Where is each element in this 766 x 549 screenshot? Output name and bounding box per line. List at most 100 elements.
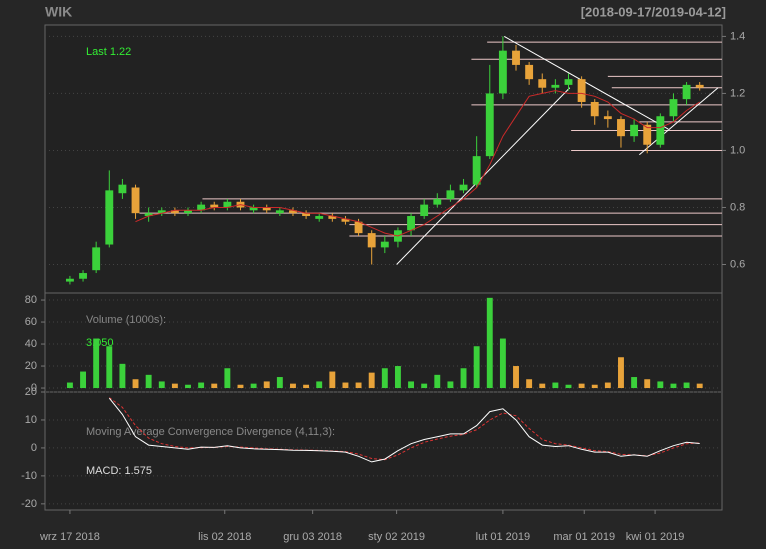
candle-body: [354, 221, 363, 234]
candle-body: [590, 101, 599, 117]
volume-bar: [434, 374, 441, 389]
chart-title: WIK: [45, 4, 72, 20]
candle-body: [643, 124, 652, 145]
volume-bar: [565, 384, 572, 389]
x-tick-label: sty 02 2019: [368, 531, 425, 543]
x-tick-label: lis 02 2018: [198, 531, 251, 543]
candle-body: [184, 210, 192, 214]
candle-body: [170, 210, 179, 214]
candle-body: [498, 50, 507, 94]
x-tick-label: mar 01 2019: [553, 531, 615, 543]
candle-body: [695, 84, 704, 88]
volume-bar: [408, 381, 415, 389]
x-tick-label: lut 01 2019: [476, 531, 530, 543]
y-tick-label: 0: [31, 382, 37, 394]
candle-body: [551, 84, 560, 88]
volume-bar: [394, 366, 401, 389]
volume-bar: [224, 368, 231, 389]
volume-bar: [237, 384, 244, 389]
candle-body: [656, 116, 665, 145]
volume-bar: [80, 371, 87, 389]
macd-line: [108, 397, 700, 463]
x-tick-label: kwi 01 2019: [626, 531, 685, 543]
volume-bar: [316, 381, 323, 389]
volume-bar: [447, 381, 454, 389]
volume-bar: [276, 377, 283, 389]
sma-line: [135, 90, 700, 237]
candle-body: [459, 184, 468, 191]
candle-body: [210, 204, 219, 208]
volume-bar: [171, 383, 178, 389]
volume-bar: [631, 377, 638, 389]
candle-body: [262, 207, 271, 211]
y-tick-label: 0: [31, 442, 37, 454]
candle-body: [275, 210, 284, 214]
volume-bar: [618, 357, 624, 389]
candle-body: [315, 216, 324, 219]
volume-bar: [670, 383, 677, 389]
candle-body: [472, 156, 481, 185]
volume-bar: [604, 382, 611, 389]
candle-body: [407, 216, 415, 231]
candle-body: [682, 84, 691, 100]
candle-body: [131, 187, 140, 214]
volume-bar: [198, 382, 205, 389]
y-tick-label: 1.0: [730, 144, 745, 156]
candle-body: [341, 218, 350, 222]
candle-body: [197, 204, 206, 211]
candle-body: [302, 213, 311, 217]
volume-bar: [696, 383, 703, 389]
volume-bar: [499, 338, 506, 389]
candle-body: [603, 116, 612, 120]
volume-bar: [473, 346, 480, 389]
volume-bar: [185, 384, 191, 389]
volume-bar: [66, 382, 73, 389]
candle-body: [630, 124, 639, 137]
volume-bar: [657, 381, 664, 389]
candle-body: [420, 204, 429, 217]
candle-body: [577, 79, 586, 102]
volume-bar: [119, 363, 126, 389]
volume-bar: [158, 381, 165, 389]
volume-bar: [421, 383, 428, 389]
candle-body: [92, 247, 101, 271]
y-tick-label: 40: [25, 338, 37, 350]
volume-bar: [93, 338, 100, 389]
volume-last: 3,050: [86, 337, 114, 349]
candle-body: [105, 190, 114, 245]
candle-body: [367, 233, 376, 248]
candle-body: [485, 93, 494, 157]
y-tick-label: 0.6: [730, 258, 745, 270]
volume-bar: [591, 384, 598, 389]
y-tick-label: -20: [21, 498, 37, 510]
candle-body: [380, 241, 389, 248]
volume-bar: [381, 368, 388, 389]
volume-bar: [290, 383, 296, 389]
candle-body: [118, 184, 127, 194]
x-tick-label: wrz 17 2018: [39, 531, 100, 543]
volume-bar: [263, 381, 270, 389]
candle-body: [223, 201, 232, 208]
volume-bar: [250, 383, 257, 389]
volume-bar: [578, 383, 585, 389]
volume-bar: [539, 383, 546, 389]
plot-area: [44, 24, 723, 511]
volume-bar: [683, 382, 690, 389]
volume-bar: [513, 366, 519, 389]
volume-bar: [526, 379, 533, 389]
last-price: Last 1.22: [86, 46, 131, 58]
volume-bar: [211, 383, 218, 389]
candle-body: [512, 50, 520, 65]
trend-line: [639, 87, 719, 156]
y-tick-label: 1.4: [730, 30, 745, 42]
volume-bar: [132, 379, 139, 389]
y-tick-label: 20: [25, 386, 37, 398]
volume-bar: [368, 372, 375, 389]
trend-line: [503, 35, 669, 130]
y-tick-label: 10: [25, 414, 37, 426]
volume-bar: [460, 368, 467, 389]
y-tick-label: 0.8: [730, 201, 745, 213]
volume-bar: [145, 374, 152, 389]
y-tick-label: 1.2: [730, 87, 745, 99]
